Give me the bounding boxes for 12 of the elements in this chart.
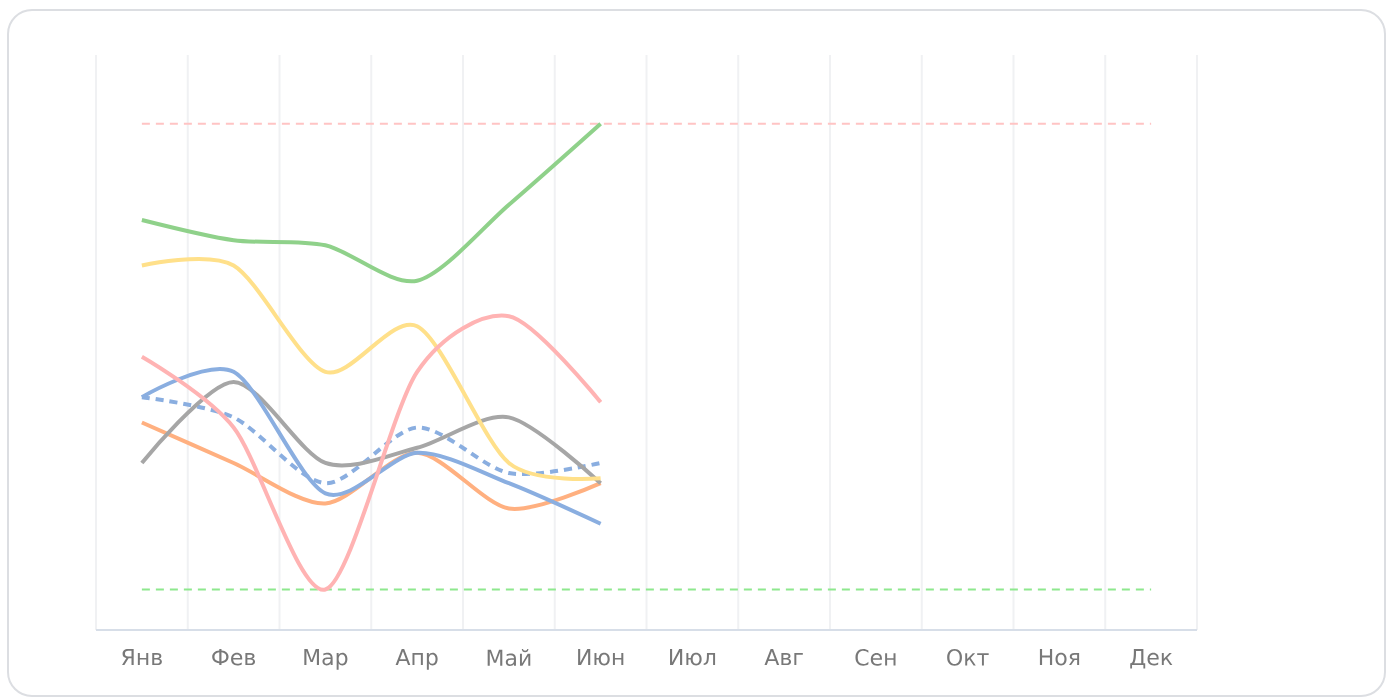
x-tick-label: Май [487,649,531,667]
x-tick-label: Апр [395,649,438,670]
x-tick-label: Июл [670,649,716,666]
x-tick-label: Окт [947,649,989,666]
x-tick-label: Мар [304,649,348,670]
x-tick-label: Фев [212,649,256,666]
x-tick-label: Янв [122,649,162,666]
x-tick-label: Ноя [1039,649,1080,666]
x-tick-label: Июн [578,649,624,666]
x-tick-label: Дек [1130,649,1173,669]
x-tick-label: Сен [855,649,896,666]
x-tick-label: Авг [764,649,803,666]
